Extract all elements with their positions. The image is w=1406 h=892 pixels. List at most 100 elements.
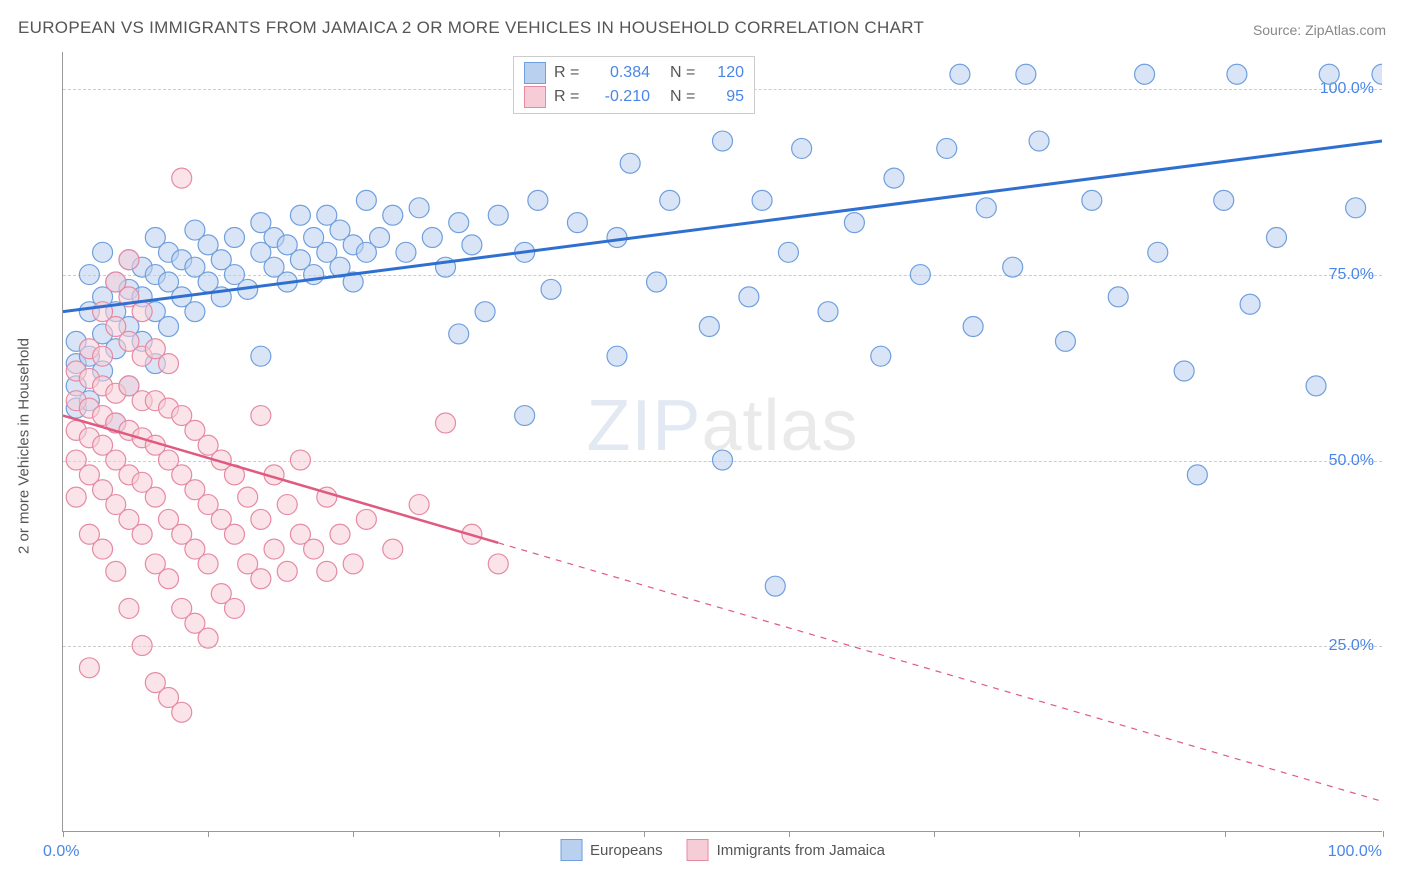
data-point xyxy=(198,554,218,574)
data-point xyxy=(330,524,350,544)
data-point xyxy=(356,509,376,529)
y-axis-title: 2 or more Vehicles in Household xyxy=(16,338,33,554)
data-point xyxy=(343,554,363,574)
data-point xyxy=(132,636,152,656)
legend-label: Immigrants from Jamaica xyxy=(717,842,885,859)
data-point xyxy=(1372,64,1382,84)
data-point xyxy=(198,628,218,648)
legend-label: Europeans xyxy=(590,842,663,859)
chart-title: EUROPEAN VS IMMIGRANTS FROM JAMAICA 2 OR… xyxy=(18,18,924,38)
x-axis-min-label: 0.0% xyxy=(43,843,79,861)
data-point xyxy=(1108,287,1128,307)
data-point xyxy=(304,539,324,559)
data-point xyxy=(370,227,390,247)
data-point xyxy=(567,213,587,233)
data-point xyxy=(462,235,482,255)
data-point xyxy=(383,539,403,559)
stat-value-r: 0.384 xyxy=(590,61,650,85)
legend-swatch xyxy=(560,839,582,861)
data-point xyxy=(488,205,508,225)
scatter-plot-svg xyxy=(63,52,1382,831)
data-point xyxy=(1029,131,1049,151)
data-point xyxy=(185,302,205,322)
data-point xyxy=(937,138,957,158)
stat-label-n: N = xyxy=(670,85,698,109)
x-tick-mark xyxy=(208,831,209,837)
stat-label-n: N = xyxy=(670,61,698,85)
x-tick-mark xyxy=(789,831,790,837)
data-point xyxy=(383,205,403,225)
data-point xyxy=(93,346,113,366)
x-tick-mark xyxy=(934,831,935,837)
data-point xyxy=(93,539,113,559)
data-point xyxy=(145,487,165,507)
data-point xyxy=(119,250,139,270)
correlation-stats-box: R = 0.384 N = 120R = -0.210 N = 95 xyxy=(513,56,755,114)
data-point xyxy=(528,190,548,210)
data-point xyxy=(963,317,983,337)
data-point xyxy=(264,539,284,559)
data-point xyxy=(713,131,733,151)
data-point xyxy=(290,450,310,470)
stat-value-r: -0.210 xyxy=(590,85,650,109)
data-point xyxy=(713,450,733,470)
data-point xyxy=(699,317,719,337)
data-point xyxy=(607,227,627,247)
data-point xyxy=(871,346,891,366)
stat-label-r: R = xyxy=(554,61,582,85)
data-point xyxy=(396,242,416,262)
data-point xyxy=(159,317,179,337)
stats-row: R = 0.384 N = 120 xyxy=(524,61,744,85)
legend: Europeans Immigrants from Jamaica xyxy=(560,839,885,861)
data-point xyxy=(224,524,244,544)
data-point xyxy=(66,487,86,507)
stat-value-n: 95 xyxy=(706,85,744,109)
data-point xyxy=(224,227,244,247)
data-point xyxy=(409,495,429,515)
data-point xyxy=(159,354,179,374)
x-tick-mark xyxy=(499,831,500,837)
data-point xyxy=(251,569,271,589)
data-point xyxy=(1148,242,1168,262)
data-point xyxy=(1174,361,1194,381)
data-point xyxy=(172,702,192,722)
data-point xyxy=(515,406,535,426)
data-point xyxy=(422,227,442,247)
data-point xyxy=(277,495,297,515)
data-point xyxy=(132,302,152,322)
data-point xyxy=(1306,376,1326,396)
data-point xyxy=(436,413,456,433)
data-point xyxy=(251,509,271,529)
data-point xyxy=(475,302,495,322)
x-axis-max-label: 100.0% xyxy=(1328,843,1382,861)
data-point xyxy=(106,561,126,581)
stat-value-n: 120 xyxy=(706,61,744,85)
data-point xyxy=(238,487,258,507)
data-point xyxy=(1214,190,1234,210)
data-point xyxy=(607,346,627,366)
data-point xyxy=(224,598,244,618)
data-point xyxy=(317,561,337,581)
data-point xyxy=(1016,64,1036,84)
data-point xyxy=(1346,198,1366,218)
data-point xyxy=(93,242,113,262)
data-point xyxy=(1135,64,1155,84)
data-point xyxy=(620,153,640,173)
x-tick-mark xyxy=(1225,831,1226,837)
data-point xyxy=(119,598,139,618)
data-point xyxy=(1082,190,1102,210)
data-point xyxy=(792,138,812,158)
data-point xyxy=(765,576,785,596)
data-point xyxy=(409,198,429,218)
x-tick-mark xyxy=(63,831,64,837)
data-point xyxy=(818,302,838,322)
data-point xyxy=(950,64,970,84)
data-point xyxy=(79,658,99,678)
x-tick-mark xyxy=(1383,831,1384,837)
data-point xyxy=(1319,64,1339,84)
data-point xyxy=(290,205,310,225)
data-point xyxy=(277,561,297,581)
data-point xyxy=(739,287,759,307)
legend-swatch xyxy=(687,839,709,861)
data-point xyxy=(356,190,376,210)
